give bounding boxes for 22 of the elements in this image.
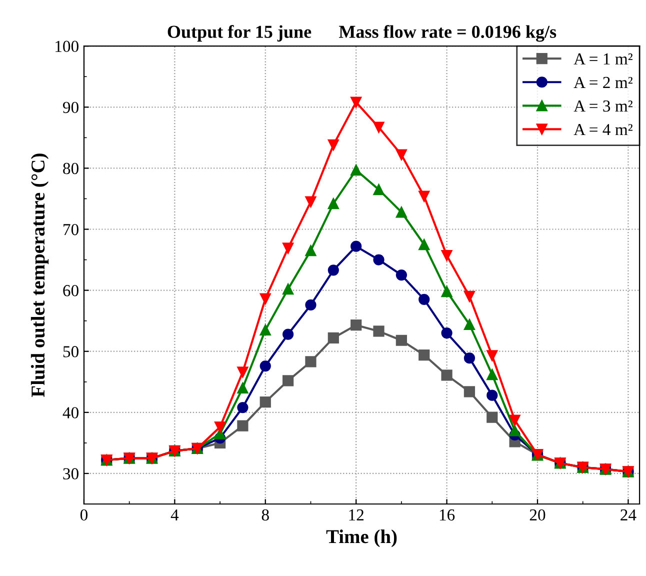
chart-title: Output for 15 june Mass flow rate = 0.0196 kg/s [168,25,556,42]
y-tick-label: 40 [62,407,78,418]
x-tick-label: 24 [620,509,636,520]
x-tick-label: 8 [262,509,269,521]
y-axis-title: Fluid outlet temperature (°C) [30,154,49,397]
x-tick-label: 0 [80,509,88,521]
x-axis-title: Time (h) [326,530,397,548]
legend-label: A = 1 m² [574,53,632,64]
y-tick-label: 50 [63,346,78,358]
legend-label: A = 4 m² [574,124,632,136]
legend-label: A = 3 m² [574,100,632,112]
x-tick-label: 12 [349,509,364,520]
y-tick-label: 30 [63,468,78,480]
y-tick-label: 90 [62,102,78,114]
legend-label: A = 2 m² [574,76,632,88]
y-tick-label: 80 [63,162,78,174]
x-tick-label: 16 [440,509,455,521]
x-tick-label: 20 [530,509,546,521]
y-tick-label: 100 [56,40,78,52]
x-tick-label: 4 [170,509,179,520]
y-tick-label: 60 [63,285,78,296]
y-tick-label: 70 [64,224,78,236]
